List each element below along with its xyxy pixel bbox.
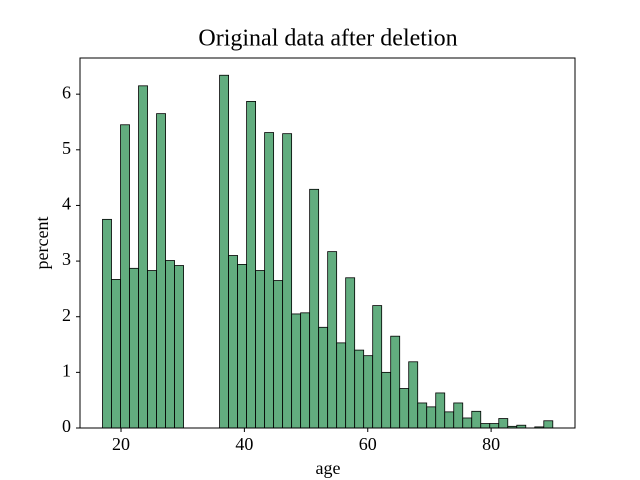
bar [408, 361, 419, 429]
x-tick-label: 80 [482, 434, 500, 454]
bar [345, 277, 356, 429]
bar [372, 305, 383, 429]
bar [417, 402, 428, 429]
bar [129, 267, 139, 429]
bar [102, 218, 112, 429]
bar [462, 417, 473, 429]
bar [318, 326, 329, 429]
bar [264, 132, 275, 429]
y-tick-label: 1 [62, 360, 71, 380]
bar [138, 85, 148, 429]
y-tick-label: 5 [62, 138, 71, 158]
bar [543, 420, 554, 429]
bar [435, 392, 446, 429]
bar [498, 418, 509, 429]
bar [426, 406, 437, 429]
bar [336, 342, 347, 429]
x-tick-label: 40 [235, 434, 253, 454]
bar [327, 251, 338, 429]
bar [147, 270, 157, 429]
bar [390, 335, 401, 429]
y-tick-label: 4 [62, 194, 71, 214]
chart-title: Original data after deletion [198, 26, 457, 52]
x-axis-label: age [316, 458, 341, 478]
bar [354, 349, 365, 429]
bar [237, 264, 248, 429]
bar [453, 402, 464, 429]
bar [363, 355, 374, 429]
plot-frame [79, 57, 576, 429]
bar [300, 312, 311, 429]
y-tick-label: 2 [62, 305, 71, 325]
x-tick-label: 60 [359, 434, 377, 454]
bar [120, 124, 130, 429]
bar [111, 279, 121, 429]
y-tick-label: 3 [62, 249, 71, 269]
bar [174, 265, 184, 429]
bar [480, 423, 491, 429]
bar [309, 188, 320, 429]
bar [165, 260, 175, 429]
bar [246, 100, 257, 429]
bar [273, 280, 284, 429]
bar [156, 113, 166, 429]
bar [399, 388, 410, 429]
y-axis-label: percent [32, 217, 52, 270]
bar [489, 423, 500, 429]
bar [381, 371, 392, 429]
bar [282, 133, 293, 429]
bar [228, 255, 238, 429]
bar [255, 270, 266, 429]
y-tick-label: 6 [62, 82, 71, 102]
y-tick-label: 0 [62, 416, 71, 436]
bar [471, 410, 482, 429]
bar [219, 74, 229, 429]
bar [444, 411, 455, 429]
bar [291, 313, 302, 429]
x-tick-label: 20 [112, 434, 130, 454]
